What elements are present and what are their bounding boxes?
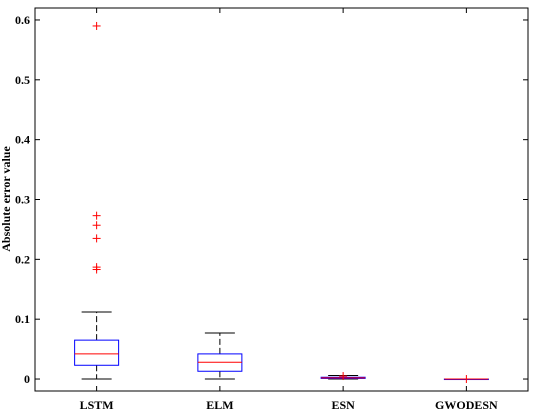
outlier-marker bbox=[92, 234, 101, 243]
y-tick-label: 0.1 bbox=[15, 312, 30, 326]
box-series bbox=[74, 21, 489, 384]
outlier-marker bbox=[92, 221, 101, 230]
box-esn bbox=[320, 372, 366, 381]
box-elm bbox=[197, 332, 243, 380]
x-tick-label: LSTM bbox=[80, 398, 114, 412]
outlier-marker bbox=[462, 375, 471, 384]
outlier-marker bbox=[92, 211, 101, 220]
y-tick-label: 0.3 bbox=[15, 193, 30, 207]
x-axis-ticks: LSTM ELM ESN GWODESN bbox=[80, 8, 498, 412]
iqr-box bbox=[74, 339, 120, 366]
x-tick-label: ELM bbox=[206, 398, 233, 412]
box-lstm bbox=[74, 21, 120, 380]
y-tick-label: 0.2 bbox=[15, 252, 30, 266]
outlier-marker bbox=[92, 21, 101, 30]
outlier-marker bbox=[339, 372, 348, 381]
outlier-marker bbox=[92, 265, 101, 274]
plot-area-frame bbox=[34, 7, 529, 392]
box-gwodesn bbox=[443, 375, 489, 384]
y-axis-title: Absolute error value bbox=[0, 146, 13, 252]
y-tick-label: 0.4 bbox=[15, 133, 30, 147]
x-tick-label: ESN bbox=[331, 398, 355, 412]
x-tick-label: GWODESN bbox=[435, 398, 498, 412]
y-tick-label: 0 bbox=[24, 372, 30, 386]
y-tick-label: 0.6 bbox=[15, 13, 30, 27]
y-tick-label: 0.5 bbox=[15, 73, 30, 87]
y-axis-ticks: 0 0.1 0.2 0.3 0.4 0.5 0.6 bbox=[15, 13, 528, 386]
